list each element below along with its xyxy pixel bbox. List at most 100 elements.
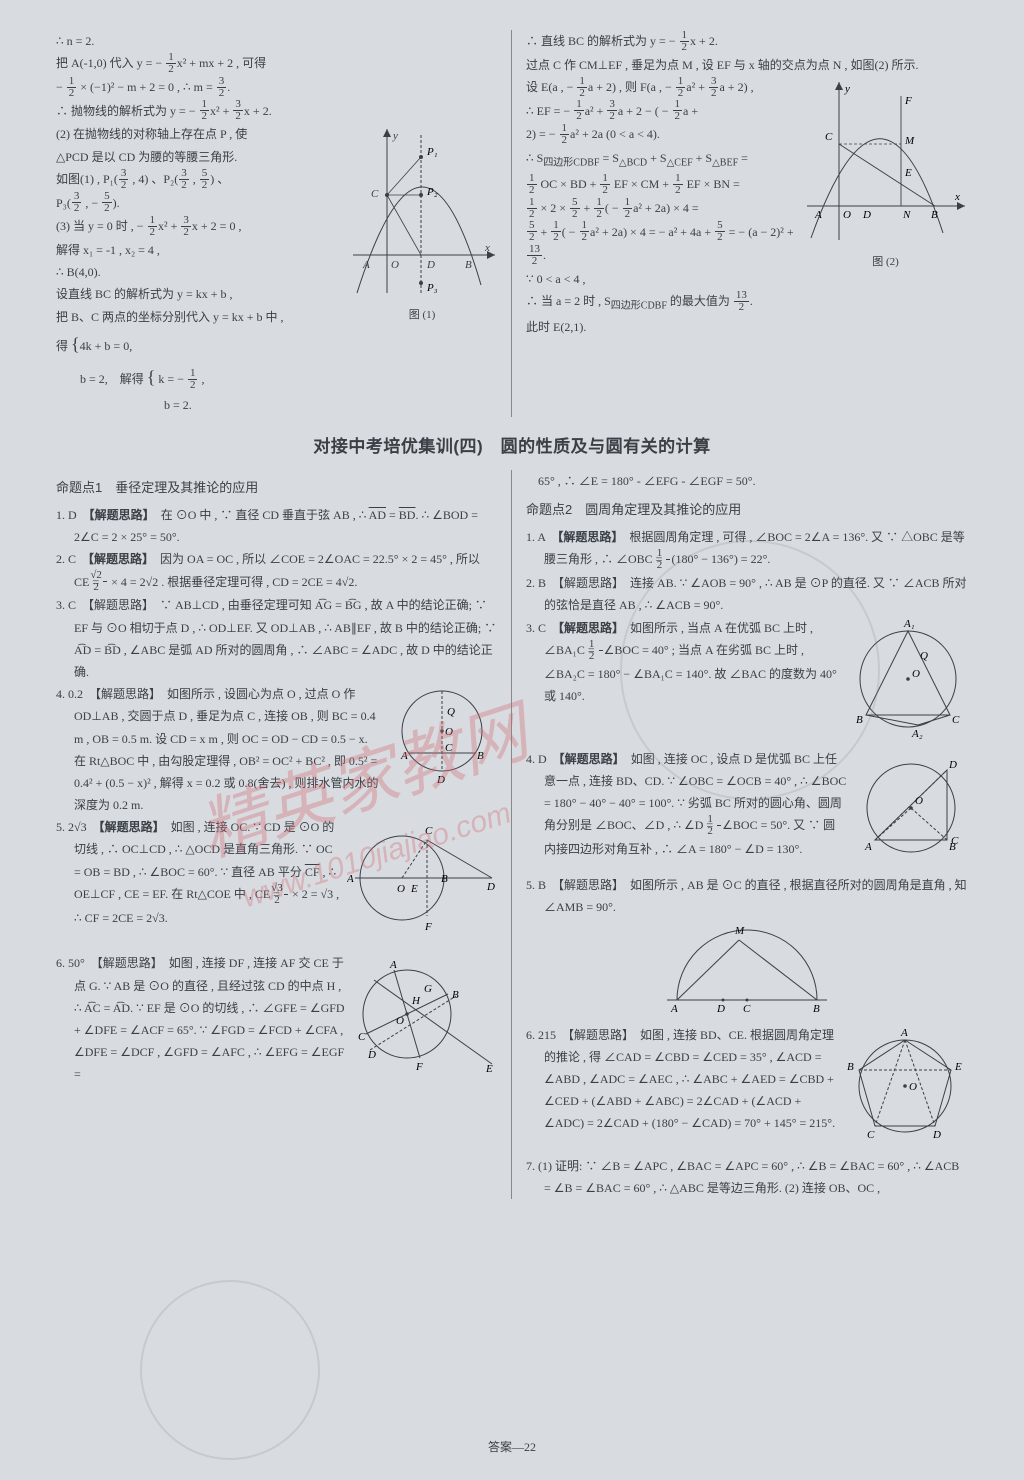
svg-text:M: M bbox=[734, 925, 745, 937]
ul-line-03: − 12 × (−1)² − m + 2 = 0 , ∴ m = 32. bbox=[56, 76, 497, 100]
svg-text:C: C bbox=[425, 825, 433, 837]
svg-text:A₂: A₂ bbox=[911, 728, 923, 739]
figure-ll-q5: A O E B D C F bbox=[347, 818, 497, 950]
svg-text:F: F bbox=[904, 95, 912, 107]
svg-text:C: C bbox=[445, 742, 453, 754]
svg-text:O: O bbox=[397, 883, 405, 895]
lr-q2: 2. B 【解题思路】 连接 AB. ∵ ∠AOB = 90° , ∴ AB 是… bbox=[526, 572, 968, 616]
figure-ll-q6: A B C D E F G H O bbox=[352, 954, 497, 1091]
lower-right-column: 65° , ∴ ∠E = 180° - ∠EFG - ∠EGF = 50°. 命… bbox=[512, 470, 982, 1199]
svg-text:D: D bbox=[486, 881, 495, 893]
page-footer: 答案—22 bbox=[0, 1436, 1024, 1458]
svg-text:x: x bbox=[484, 242, 490, 254]
figure-lr-q3: A₁ B C A₂ O Q bbox=[848, 619, 968, 746]
svg-text:F: F bbox=[415, 1061, 423, 1073]
svg-text:D: D bbox=[426, 259, 435, 271]
ur-line-10: ∴ 当 a = 2 时 , S四边形CDBF 的最大值为 132. bbox=[526, 290, 968, 316]
lower-columns: 命题点1 垂径定理及其推论的应用 1. D 【解题思路】 在 ⊙O 中 , ∵ … bbox=[42, 470, 982, 1199]
svg-text:E: E bbox=[485, 1063, 493, 1075]
svg-text:O: O bbox=[912, 668, 920, 680]
figure-1: A O D B x y C P₁ P₂ P₃ 图 (1) bbox=[347, 125, 497, 325]
svg-text:C: C bbox=[371, 188, 379, 200]
svg-text:y: y bbox=[392, 130, 398, 142]
svg-text:A: A bbox=[814, 209, 822, 221]
svg-text:O: O bbox=[391, 259, 399, 271]
ul-line-13: 得 {4k + b = 0, b = 2, 解得 { k = − 12 , b … bbox=[56, 328, 497, 417]
svg-text:H: H bbox=[411, 995, 421, 1007]
svg-text:y: y bbox=[844, 83, 850, 95]
svg-text:E: E bbox=[410, 883, 418, 895]
svg-text:A: A bbox=[347, 873, 354, 885]
svg-text:B: B bbox=[441, 873, 448, 885]
section-title: 对接中考培优集训(四) 圆的性质及与圆有关的计算 bbox=[42, 431, 982, 462]
ur-line-02: 过点 C 作 CM⊥EF , 垂足为点 M , 设 EF 与 x 轴的交点为点 … bbox=[526, 54, 968, 76]
figure-lr-q5: A D C B M bbox=[526, 922, 968, 1019]
ll-q3: 3. C 【解题思路】 ∵ AB⊥CD , 由垂径定理可知 A͡G = B͡G … bbox=[56, 594, 497, 683]
svg-text:M: M bbox=[904, 135, 915, 147]
svg-text:O: O bbox=[396, 1015, 404, 1027]
svg-text:B: B bbox=[452, 989, 459, 1001]
figure-2: A O D N B x y C F M E 图 (2) bbox=[803, 78, 968, 273]
figure-lr-q4: A B C D O bbox=[853, 750, 968, 872]
right-heading: 命题点2 圆周角定理及其推论的应用 bbox=[526, 498, 968, 522]
ur-line-01: ∴ 直线 BC 的解析式为 y = − 12x + 2. bbox=[526, 30, 968, 54]
upper-columns: ∴ n = 2. 把 A(-1,0) 代入 y = − 12x² + mx + … bbox=[42, 30, 982, 417]
svg-text:E: E bbox=[954, 1061, 962, 1073]
svg-text:D: D bbox=[436, 774, 445, 785]
svg-text:A: A bbox=[362, 259, 370, 271]
svg-text:B: B bbox=[847, 1061, 854, 1073]
ll-cross: 65° , ∴ ∠E = 180° - ∠EFG - ∠EGF = 50°. bbox=[526, 470, 968, 492]
svg-text:B: B bbox=[813, 1003, 820, 1012]
svg-text:D: D bbox=[948, 759, 957, 771]
lr-q1: 1. A 【解题思路】 根据圆周角定理 , 可得 , ∠BOC = 2∠A = … bbox=[526, 526, 968, 572]
svg-text:C: C bbox=[952, 714, 960, 726]
svg-text:x: x bbox=[954, 191, 960, 203]
ul-line-01: ∴ n = 2. bbox=[56, 30, 497, 52]
figure-1-svg: A O D B x y C P₁ P₂ P₃ bbox=[347, 125, 497, 295]
lr-q7: 7. (1) 证明: ∵ ∠B = ∠APC , ∠BAC = ∠APC = 6… bbox=[526, 1155, 968, 1199]
svg-text:P₃: P₃ bbox=[426, 282, 438, 294]
figure-lr-q6: A B C D E O bbox=[843, 1026, 968, 1153]
svg-text:A: A bbox=[670, 1003, 678, 1012]
left-heading: 命题点1 垂径定理及其推论的应用 bbox=[56, 476, 497, 500]
lr-q5: 5. B 【解题思路】 如图所示 , AB 是 ⊙C 的直径 , 根据直径所对的… bbox=[526, 874, 968, 918]
figure-ll-q4: Q A B C D O bbox=[387, 685, 497, 792]
svg-text:C: C bbox=[951, 835, 959, 847]
ur-line-11: 此时 E(2,1). bbox=[526, 316, 968, 338]
lower-left-column: 命题点1 垂径定理及其推论的应用 1. D 【解题思路】 在 ⊙O 中 , ∵ … bbox=[42, 470, 512, 1199]
svg-text:Q: Q bbox=[920, 650, 928, 662]
svg-text:D: D bbox=[367, 1049, 376, 1061]
svg-text:A: A bbox=[864, 841, 872, 853]
svg-text:G: G bbox=[424, 983, 432, 995]
svg-text:P₁: P₁ bbox=[426, 146, 438, 158]
ul-line-02: 把 A(-1,0) 代入 y = − 12x² + mx + 2 , 可得 bbox=[56, 52, 497, 76]
figure-2-svg: A O D N B x y C F M E bbox=[803, 78, 968, 243]
svg-text:C: C bbox=[825, 131, 833, 143]
svg-text:O: O bbox=[843, 209, 851, 221]
svg-text:D: D bbox=[862, 209, 871, 221]
svg-text:B: B bbox=[931, 209, 938, 221]
svg-text:A: A bbox=[389, 959, 397, 971]
ul-line-04: ∴ 抛物线的解析式为 y = − 12x² + 32x + 2. bbox=[56, 100, 497, 124]
svg-text:A: A bbox=[400, 750, 408, 762]
upper-left-column: ∴ n = 2. 把 A(-1,0) 代入 y = − 12x² + mx + … bbox=[42, 30, 512, 417]
svg-text:O: O bbox=[915, 795, 923, 807]
svg-text:C: C bbox=[358, 1031, 366, 1043]
svg-text:A₁: A₁ bbox=[903, 619, 915, 630]
upper-right-column: ∴ 直线 BC 的解析式为 y = − 12x + 2. 过点 C 作 CM⊥E… bbox=[512, 30, 982, 417]
svg-text:N: N bbox=[902, 209, 911, 221]
svg-text:A: A bbox=[900, 1027, 908, 1039]
bg-bleed-circle-2 bbox=[140, 1280, 320, 1460]
svg-text:B: B bbox=[856, 714, 863, 726]
svg-text:P₂: P₂ bbox=[426, 186, 438, 198]
ll-q1: 1. D 【解题思路】 在 ⊙O 中 , ∵ 直径 CD 垂直于弦 AB , ∴… bbox=[56, 504, 497, 548]
ll-q2: 2. C 【解题思路】 因为 OA = OC , 所以 ∠COE = 2∠OAC… bbox=[56, 548, 497, 594]
figure-2-caption: 图 (2) bbox=[803, 252, 968, 272]
figure-1-caption: 图 (1) bbox=[347, 305, 497, 325]
svg-text:B: B bbox=[465, 259, 472, 271]
svg-text:O: O bbox=[909, 1081, 917, 1093]
svg-text:C: C bbox=[743, 1003, 751, 1012]
svg-text:D: D bbox=[932, 1129, 941, 1141]
svg-text:F: F bbox=[424, 921, 432, 933]
svg-text:O: O bbox=[445, 726, 453, 738]
